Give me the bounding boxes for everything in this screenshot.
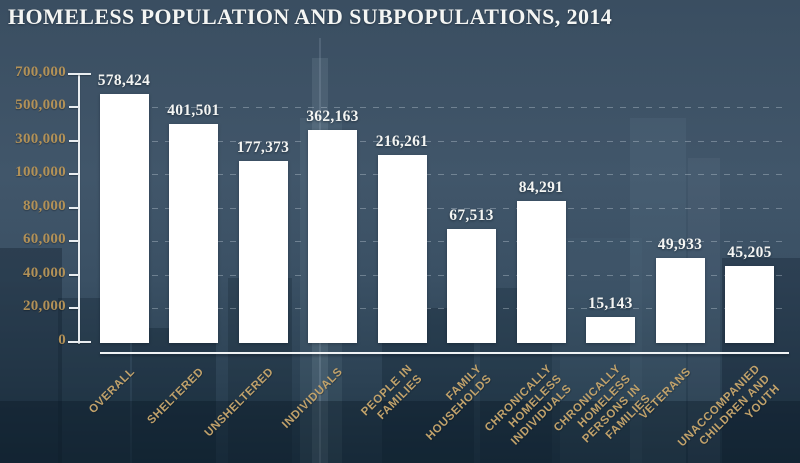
y-tick-label: 300,000 [15,130,66,147]
skyline-building [132,328,216,463]
gridline [100,308,789,310]
y-axis-tick [69,106,78,109]
bar-value-label: 401,501 [167,101,220,119]
y-tick-label: 60,000 [22,231,66,248]
bar-value-label: 67,513 [449,206,494,224]
y-axis-tick [69,206,78,209]
skyline-building [0,248,62,463]
bar [655,258,705,344]
y-tick-label: 20,000 [22,298,66,315]
bar-value-label: 84,291 [518,178,564,196]
bar [169,123,218,344]
bar [586,316,635,344]
gridline [100,140,789,142]
y-axis-tick [69,240,78,243]
category-label: UNACCOMPANIED CHILDREN AND YOUTH [676,362,783,450]
bar [377,154,427,344]
bar-value-label: 216,261 [375,132,429,150]
bar-value-label: 578,424 [97,71,151,89]
category-label-anchor: UNACCOMPANIED CHILDREN AND YOUTH [584,362,782,450]
y-axis-tick [69,173,78,176]
y-tick-label: 500,000 [15,97,66,114]
chart-title: HOMELESS POPULATION AND SUBPOPULATIONS, … [8,4,613,29]
bar [725,266,774,344]
bar [516,200,566,344]
y-axis-tick [69,273,78,276]
bar-value-label: 49,933 [657,236,703,254]
y-tick-label: 100,000 [15,164,66,181]
gridline [100,274,789,276]
bar [99,93,149,344]
y-tick-label: 700,000 [15,63,66,80]
y-axis-bottom-cap [68,341,91,343]
y-tick-label: 0 [58,332,66,348]
y-axis-tick [69,307,78,310]
bar-value-label: 362,163 [306,108,359,126]
gridline [100,174,789,176]
skyline-foreground [0,401,800,463]
y-axis-tick [69,139,78,142]
gridline [100,107,789,109]
bar-value-label: 15,143 [588,294,633,312]
x-axis-baseline [100,352,789,354]
gridline [100,241,789,243]
gridline [100,207,789,209]
skyline-building [560,238,642,463]
y-axis-line [78,73,80,344]
bar-value-label: 177,373 [236,139,290,157]
bar [308,130,357,344]
bar-value-label: 45,205 [727,244,772,262]
y-tick-label: 40,000 [22,264,66,281]
bar [238,161,288,344]
y-axis-top-cap [68,72,91,75]
bar [447,228,496,344]
y-tick-label: 80,000 [22,197,66,214]
